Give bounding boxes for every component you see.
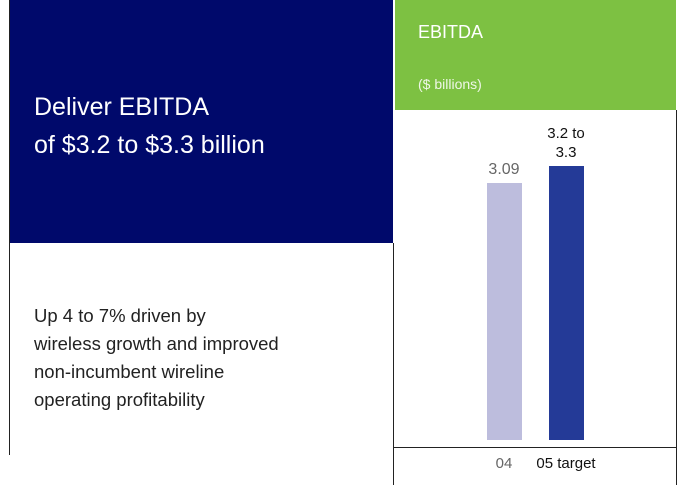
frame-right xyxy=(676,110,677,485)
chart-header xyxy=(395,0,676,110)
bar xyxy=(548,166,584,440)
headline-line: Deliver EBITDA xyxy=(34,93,210,121)
bar xyxy=(486,183,522,440)
frame-left xyxy=(9,0,10,455)
description-line: operating profitability xyxy=(34,389,205,410)
chart-title: EBITDA xyxy=(418,22,484,42)
description: Up 4 to 7% driven by wireless growth and… xyxy=(34,302,279,414)
description-line: wireless growth and improved xyxy=(34,333,279,354)
x-tick-label: 04 xyxy=(495,455,513,472)
chart-subtitle: ($ billions) xyxy=(418,76,482,92)
value-label: 3.2 to 3.3 xyxy=(547,125,585,161)
divider xyxy=(393,243,394,485)
description-line: Up 4 to 7% driven by xyxy=(34,305,206,326)
value-label: 3.09 xyxy=(488,161,520,179)
headline-line: of $3.2 to $3.3 billion xyxy=(34,131,265,159)
headline-panel xyxy=(9,0,393,243)
description-line: non-incumbent wireline xyxy=(34,361,225,382)
headline: Deliver EBITDA of $3.2 to $3.3 billion xyxy=(34,88,265,164)
x-tick-label: 05 target xyxy=(536,455,596,472)
baseline xyxy=(393,447,677,448)
